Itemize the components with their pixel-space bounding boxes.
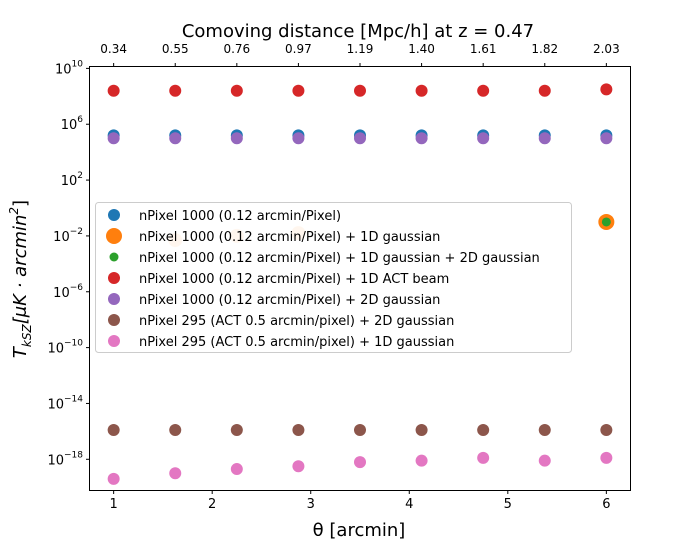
legend-label: nPixel 1000 (0.12 arcmin/Pixel) + 1D gau… — [139, 251, 540, 266]
plot-frame — [89, 66, 631, 491]
scatter-point — [415, 423, 428, 436]
y-label-sup: 2 — [7, 207, 21, 215]
top-tick-label: 1.40 — [408, 42, 435, 56]
legend-marker — [108, 272, 120, 284]
scatter-point — [415, 84, 428, 97]
legend-label: nPixel 1000 (0.12 arcmin/Pixel) + 1D ACT… — [139, 272, 449, 287]
scatter-point — [292, 423, 305, 436]
y-tick-label: 106 — [61, 115, 84, 133]
legend-label: nPixel 1000 (0.12 arcmin/Pixel) + 2D gau… — [139, 293, 440, 308]
y-axis-label: TkSZ[μK · arcmin2] — [7, 200, 34, 358]
scatter-point — [600, 132, 613, 145]
scatter-point — [538, 454, 551, 467]
scatter-point — [477, 451, 490, 464]
y-label-main: T — [10, 345, 31, 358]
y-tick-label: 10−6 — [53, 283, 83, 301]
top-tick-label: 1.61 — [470, 42, 497, 56]
chart-title: Comoving distance [Mpc/h] at z = 0.47 — [182, 21, 534, 42]
top-axis-ticks: 0.34 0.55 0.76 0.97 1.19 1.40 1.61 1.82 2.03 — [100, 42, 620, 67]
y-tick-label: 10−14 — [47, 394, 83, 412]
y-axis-ticks: 1010 106 102 10−2 10−6 10−10 10−14 10−18 — [47, 59, 90, 468]
x-axis-label: θ [arcmin] — [313, 520, 406, 541]
scatter-point — [230, 423, 243, 436]
legend-marker — [108, 293, 120, 305]
legend-marker — [109, 252, 119, 262]
y-label-rest: [μK · arcmin — [10, 215, 31, 325]
x-tick-label: 4 — [405, 497, 413, 512]
y-tick-label: 102 — [61, 171, 83, 189]
top-tick-label: 2.03 — [593, 42, 620, 56]
scatter-point — [538, 84, 551, 97]
scatter-point — [292, 460, 305, 473]
top-tick-label: 0.55 — [162, 42, 189, 56]
y-label-close: ] — [10, 200, 31, 207]
y-tick-label: 10−10 — [47, 339, 83, 357]
x-tick-label: 2 — [208, 497, 216, 512]
scatter-point — [107, 132, 120, 145]
scatter-point — [601, 217, 611, 227]
x-axis-ticks: 1 2 3 4 5 6 — [110, 490, 610, 512]
svg-text:TkSZ[μK · arcmin2]: TkSZ[μK · arcmin2] — [7, 200, 34, 358]
x-tick-label: 1 — [110, 497, 118, 512]
legend-marker — [108, 335, 120, 347]
x-tick-label: 6 — [602, 497, 610, 512]
scatter-point — [230, 463, 243, 476]
scatter-point — [107, 423, 120, 436]
scatter-point — [292, 84, 305, 97]
top-tick-label: 0.76 — [223, 42, 250, 56]
top-tick-label: 0.34 — [100, 42, 127, 56]
scatter-point — [477, 132, 490, 145]
scatter-point — [600, 83, 613, 96]
legend-box — [95, 202, 572, 353]
y-tick-label: 10−18 — [47, 450, 83, 468]
scatter-point — [477, 84, 490, 97]
top-tick-label: 1.19 — [347, 42, 374, 56]
scatter-point — [107, 84, 120, 97]
scatter-point — [292, 132, 305, 145]
scatter-point — [415, 454, 428, 467]
y-tick-label: 10−2 — [53, 227, 83, 245]
scatter-point — [354, 132, 366, 145]
legend-label: nPixel 1000 (0.12 arcmin/Pixel) + 1D gau… — [139, 230, 440, 245]
legend-marker — [108, 209, 120, 221]
scatter-point — [538, 132, 551, 145]
scatter-point — [230, 132, 243, 145]
legend-label: nPixel 1000 (0.12 arcmin/Pixel) — [139, 209, 341, 224]
scatter-point — [415, 132, 428, 145]
top-tick-label: 1.82 — [531, 42, 558, 56]
scatter-point — [354, 456, 366, 469]
x-tick-label: 5 — [504, 497, 512, 512]
scatter-point — [600, 423, 613, 436]
y-tick-label: 1010 — [55, 59, 83, 77]
legend-marker — [106, 228, 122, 244]
scatter-point — [107, 472, 120, 485]
legend-label: nPixel 295 (ACT 0.5 arcmin/pixel) + 2D g… — [139, 314, 454, 329]
scatter-point — [354, 423, 366, 436]
scatter-point — [538, 423, 551, 436]
scatter-point — [169, 132, 182, 145]
top-tick-label: 0.97 — [285, 42, 312, 56]
legend: nPixel 1000 (0.12 arcmin/Pixel) nPixel 10… — [95, 202, 572, 353]
scatter-point — [477, 423, 490, 436]
scatter-point — [354, 84, 366, 97]
legend-marker — [108, 314, 120, 326]
x-tick-label: 3 — [307, 497, 315, 512]
scatter-point — [600, 451, 613, 464]
y-label-sub: kSZ — [20, 324, 34, 348]
scatter-point — [230, 84, 243, 97]
legend-label: nPixel 295 (ACT 0.5 arcmin/pixel) + 1D g… — [139, 335, 454, 350]
scatter-point — [169, 423, 182, 436]
data-points — [107, 83, 615, 485]
scatter-point — [169, 467, 182, 480]
scatter-point — [169, 84, 182, 97]
